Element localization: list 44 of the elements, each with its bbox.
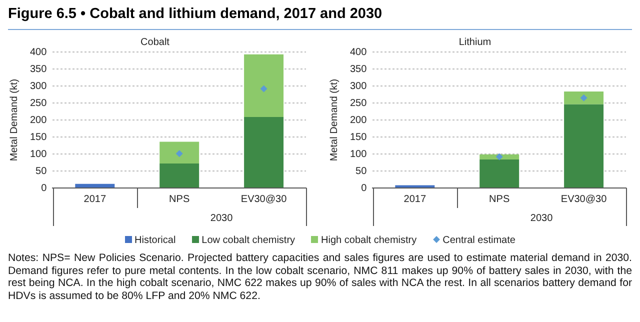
x-tick-label: NPS [489,194,510,205]
bar [564,104,604,188]
y-tick-label: 100 [30,148,48,160]
caption: Figure 6.5 • Cobalt and lithium demand, 2017 and 2030 [8,6,382,22]
legend-label: Historical [134,234,176,246]
bar [244,116,284,188]
y-tick-label: 50 [356,166,368,177]
x-axis-title: 2030 [210,212,234,224]
y-tick-label: 350 [30,64,48,75]
text: Notes: NPS= New Policies Scenario. Projected battery capacities and sales figures are used to estimate material demand in 2030. Demand figures refer to pure metal contents. In the low cobalt scenario, NMC 811 makes up 90% of battery sales in 2030, with the rest being NCA. In the high cobalt scenario, NMC 622 makes up 90% of sales with NCA the rest. In all scenarios battery demand for HDVs is assumed to be 80% LFP and 20% NMC 622. [8,252,632,302]
x-tick-label: EV30@30 [240,194,288,205]
y-tick-label: 200 [30,114,48,126]
y-tick-label: 150 [350,132,368,143]
x-tick-label: NPS [169,194,190,205]
y-tick-label: 400 [30,46,48,58]
y-tick-label: 200 [350,114,368,126]
bar [160,164,200,188]
bar [564,91,604,104]
y-tick-label: 250 [30,98,48,109]
y-tick-label: 0 [41,182,48,194]
x-axis-title: 2030 [530,212,554,224]
y-tick-label: 0 [361,182,368,194]
y-tick-label: 300 [350,80,368,92]
legend-label: Low cobalt chemistry [200,234,296,246]
legend-label: Central estimate [442,234,516,246]
y-tick-label: 150 [30,132,48,143]
chart-title: Lithium [458,36,492,48]
y-tick-label: 50 [36,166,48,177]
y-axis-title: Metal Demand (kt) [328,78,340,162]
x-tick-label: EV30@30 [560,194,608,205]
legend-label: High cobalt chemistry [320,234,417,246]
x-tick-label: 2017 [84,194,106,205]
y-axis-title: Metal Demand (kt) [8,78,20,162]
y-tick-label: 250 [350,98,368,109]
bar [160,142,200,164]
y-tick-label: 100 [350,148,368,160]
y-tick-label: 400 [350,46,368,58]
y-tick-label: 300 [30,80,48,92]
x-tick-label: 2017 [404,194,426,205]
bar [75,184,115,188]
bar [480,159,520,188]
y-tick-label: 350 [350,64,368,75]
chart-title: Cobalt [140,36,170,48]
bar [244,54,284,117]
